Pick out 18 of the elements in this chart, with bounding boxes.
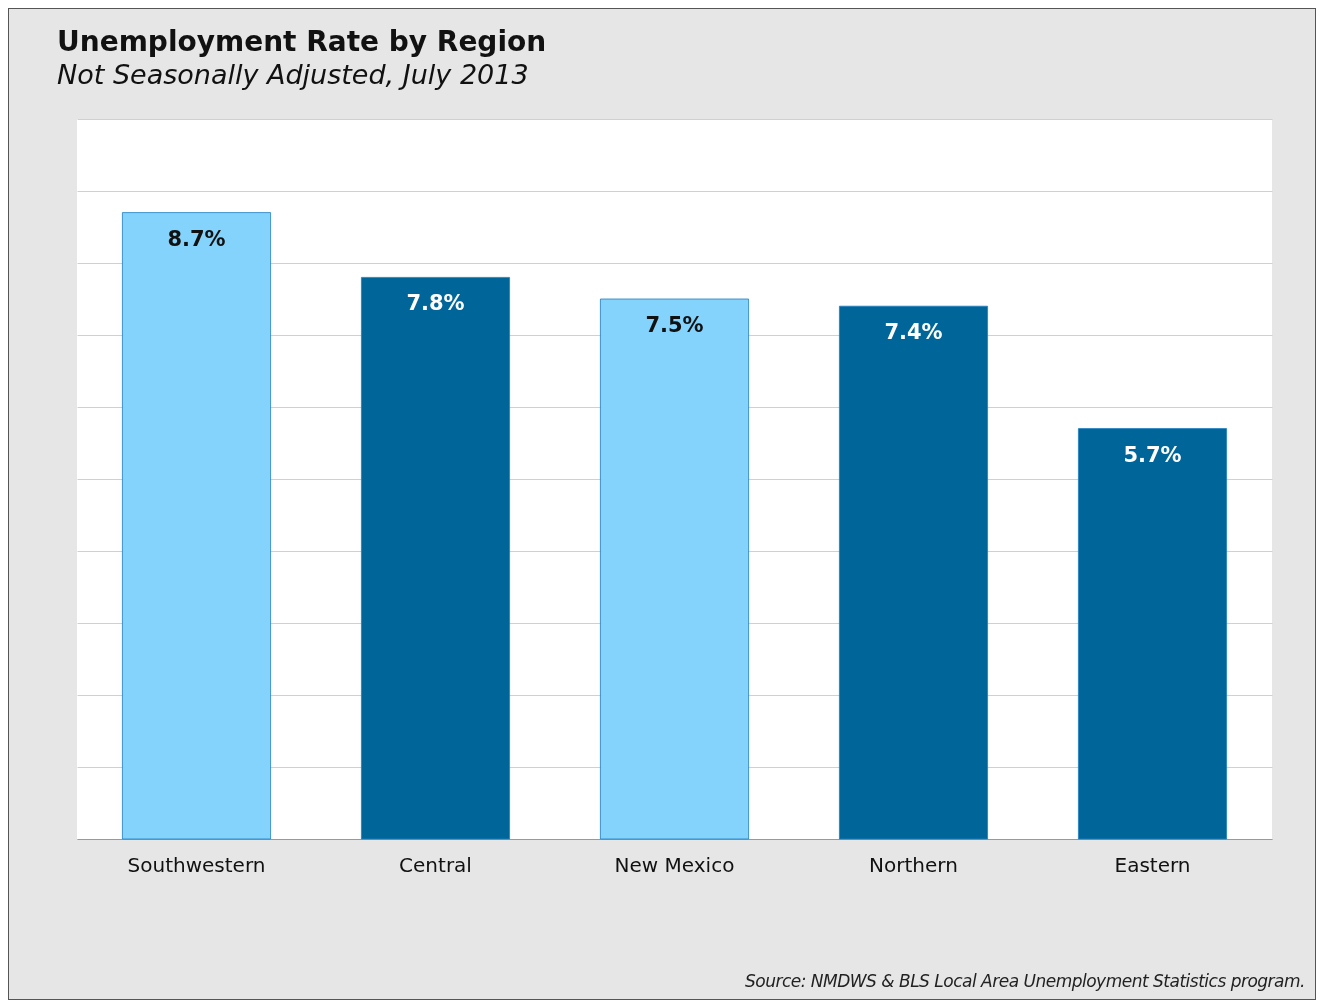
bar: [1078, 428, 1227, 840]
x-tick-label: Southwestern: [127, 852, 266, 877]
data-label: 7.8%: [406, 291, 465, 316]
x-tick-label: Eastern: [1114, 852, 1191, 877]
bar: [839, 305, 988, 840]
chart-title: Unemployment Rate by Region: [57, 25, 547, 58]
data-label: 8.7%: [167, 226, 226, 251]
bar: [122, 212, 271, 840]
x-tick-label: Northern: [869, 852, 958, 877]
chart-subtitle: Not Seasonally Adjusted, July 2013: [57, 59, 529, 90]
source-note: Source: NMDWS & BLS Local Area Unemployment Statistics program.: [744, 971, 1305, 991]
data-label: 5.7%: [1123, 442, 1182, 467]
x-tick-label: New Mexico: [614, 852, 735, 877]
data-label: 7.4%: [884, 320, 943, 345]
bar: [361, 277, 510, 840]
bar: [600, 298, 749, 840]
data-label: 7.5%: [645, 313, 704, 337]
x-tick-label: Central: [399, 852, 472, 877]
